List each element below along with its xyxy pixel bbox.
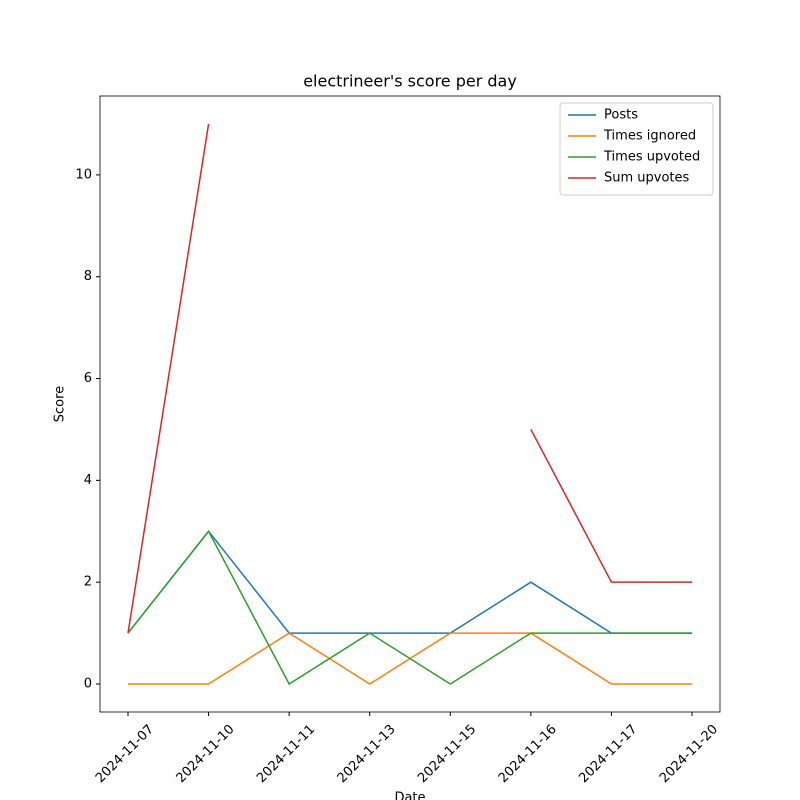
series-line [127,529,692,686]
y-tick-label: 8 [84,269,92,284]
x-tick-label: 2024-11-13 [335,722,399,786]
x-tick-label: 2024-11-11 [254,722,318,786]
y-tick-label: 0 [84,677,92,692]
legend-label: Times ignored [603,129,696,144]
x-tick-label: 2024-11-17 [576,722,640,786]
legend-box [559,102,714,196]
legend-label: Posts [604,108,638,123]
x-tick-label: 2024-11-16 [496,722,560,786]
series-line [127,530,692,634]
x-tick-label: 2024-11-07 [93,722,157,786]
x-axis-label: Date [394,791,425,800]
y-tick-label: 4 [84,473,92,488]
plot-frame [99,95,721,713]
legend-label: Times upvoted [603,150,700,165]
chart-title: electrineer's score per day [303,72,517,91]
y-axis-label: Score [53,386,68,422]
x-tick-label: 2024-11-10 [174,722,238,786]
x-tick-label: 2024-11-20 [657,722,721,786]
x-tick-label: 2024-11-15 [415,722,479,786]
y-tick-label: 2 [84,575,92,590]
y-tick-label: 10 [75,167,92,182]
y-tick-label: 6 [84,371,92,386]
series-line [127,123,692,634]
legend-label: Sum upvotes [604,171,690,186]
